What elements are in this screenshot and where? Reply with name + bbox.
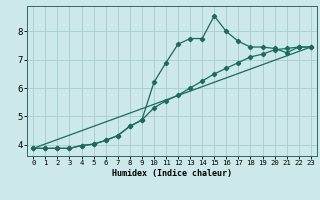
X-axis label: Humidex (Indice chaleur): Humidex (Indice chaleur) xyxy=(112,169,232,178)
